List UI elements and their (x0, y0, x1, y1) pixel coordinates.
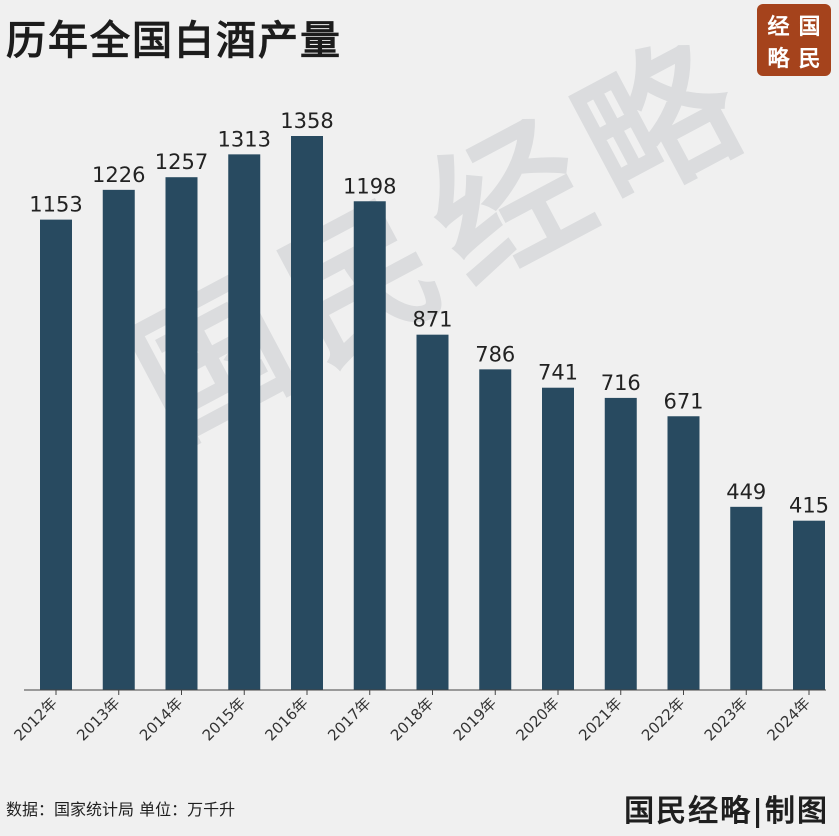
bar-2019年 (479, 369, 512, 690)
data-label: 449 (726, 480, 766, 504)
bar-2018年 (416, 334, 449, 690)
data-label: 1358 (280, 109, 333, 133)
data-label: 786 (475, 342, 515, 366)
logo-char: 略 (767, 46, 790, 72)
logo-char: 经 (767, 14, 790, 40)
x-tick-label: 2016年 (261, 694, 311, 744)
x-tick-label: 2012年 (10, 694, 60, 744)
bar-2013年 (102, 189, 135, 690)
x-tick-label: 2022年 (638, 694, 688, 744)
x-tick-label: 2013年 (73, 694, 123, 744)
x-tick-label: 2014年 (136, 694, 186, 744)
x-tick-label: 2023年 (701, 694, 751, 744)
x-tick-label: 2017年 (324, 694, 374, 744)
data-label: 741 (538, 361, 578, 385)
x-tick-label: 2019年 (450, 694, 500, 744)
x-tick-label: 2015年 (199, 694, 249, 744)
bar-2023年 (730, 506, 763, 690)
bar-2021年 (604, 397, 637, 690)
logo-char: 民 (798, 46, 821, 72)
bar-2024年 (793, 520, 825, 690)
x-tick-label: 2021年 (575, 694, 625, 744)
brand-credit: 国民经略|制图 (624, 794, 829, 829)
data-label: 1257 (155, 150, 208, 174)
data-label: 1226 (92, 163, 145, 187)
x-tick-label: 2020年 (512, 694, 562, 744)
data-label: 1313 (218, 127, 271, 151)
data-source-note: 数据：国家统计局 单位：万千升 (6, 800, 236, 819)
data-label: 1198 (343, 174, 396, 198)
bar-2012年 (40, 219, 72, 690)
bar-2016年 (291, 136, 323, 690)
data-label: 871 (412, 308, 452, 332)
chart-title: 历年全国白酒产量 (6, 18, 342, 64)
bar-2022年 (667, 416, 700, 690)
data-label: 1153 (29, 193, 82, 217)
x-tick-label: 2024年 (763, 694, 813, 744)
bar-2020年 (542, 387, 574, 690)
bar-2017年 (353, 201, 386, 690)
data-label: 716 (601, 371, 641, 395)
brand-logo: 经 国 略 民 (757, 4, 831, 76)
data-label: 415 (789, 494, 829, 518)
data-label: 671 (663, 389, 703, 413)
x-tick-label: 2018年 (387, 694, 437, 744)
bar-2014年 (165, 177, 198, 690)
logo-char: 国 (798, 14, 821, 40)
bar-2015年 (228, 154, 261, 690)
